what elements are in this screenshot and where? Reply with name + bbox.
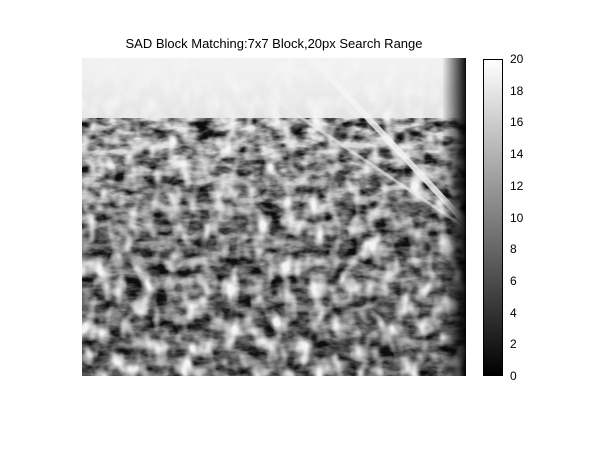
disparity-map (82, 58, 466, 376)
colorbar-tick-label: 4 (510, 305, 517, 320)
colorbar-tick-label: 8 (510, 242, 517, 257)
colorbar (483, 59, 503, 376)
colorbar-tick-label: 18 (510, 83, 524, 98)
colorbar-tick-label: 0 (510, 369, 517, 383)
colorbar-tick-label: 14 (510, 147, 524, 162)
colorbar-tick-label: 12 (510, 178, 524, 193)
colorbar-tick-label: 2 (510, 337, 517, 352)
chart-title: SAD Block Matching:7x7 Block,20px Search… (125, 36, 423, 51)
colorbar-tick-label: 16 (510, 115, 524, 130)
colorbar-tick-label: 6 (510, 273, 517, 288)
colorbar-tick-label: 10 (510, 210, 524, 225)
colorbar-tick-label: 20 (510, 52, 524, 66)
